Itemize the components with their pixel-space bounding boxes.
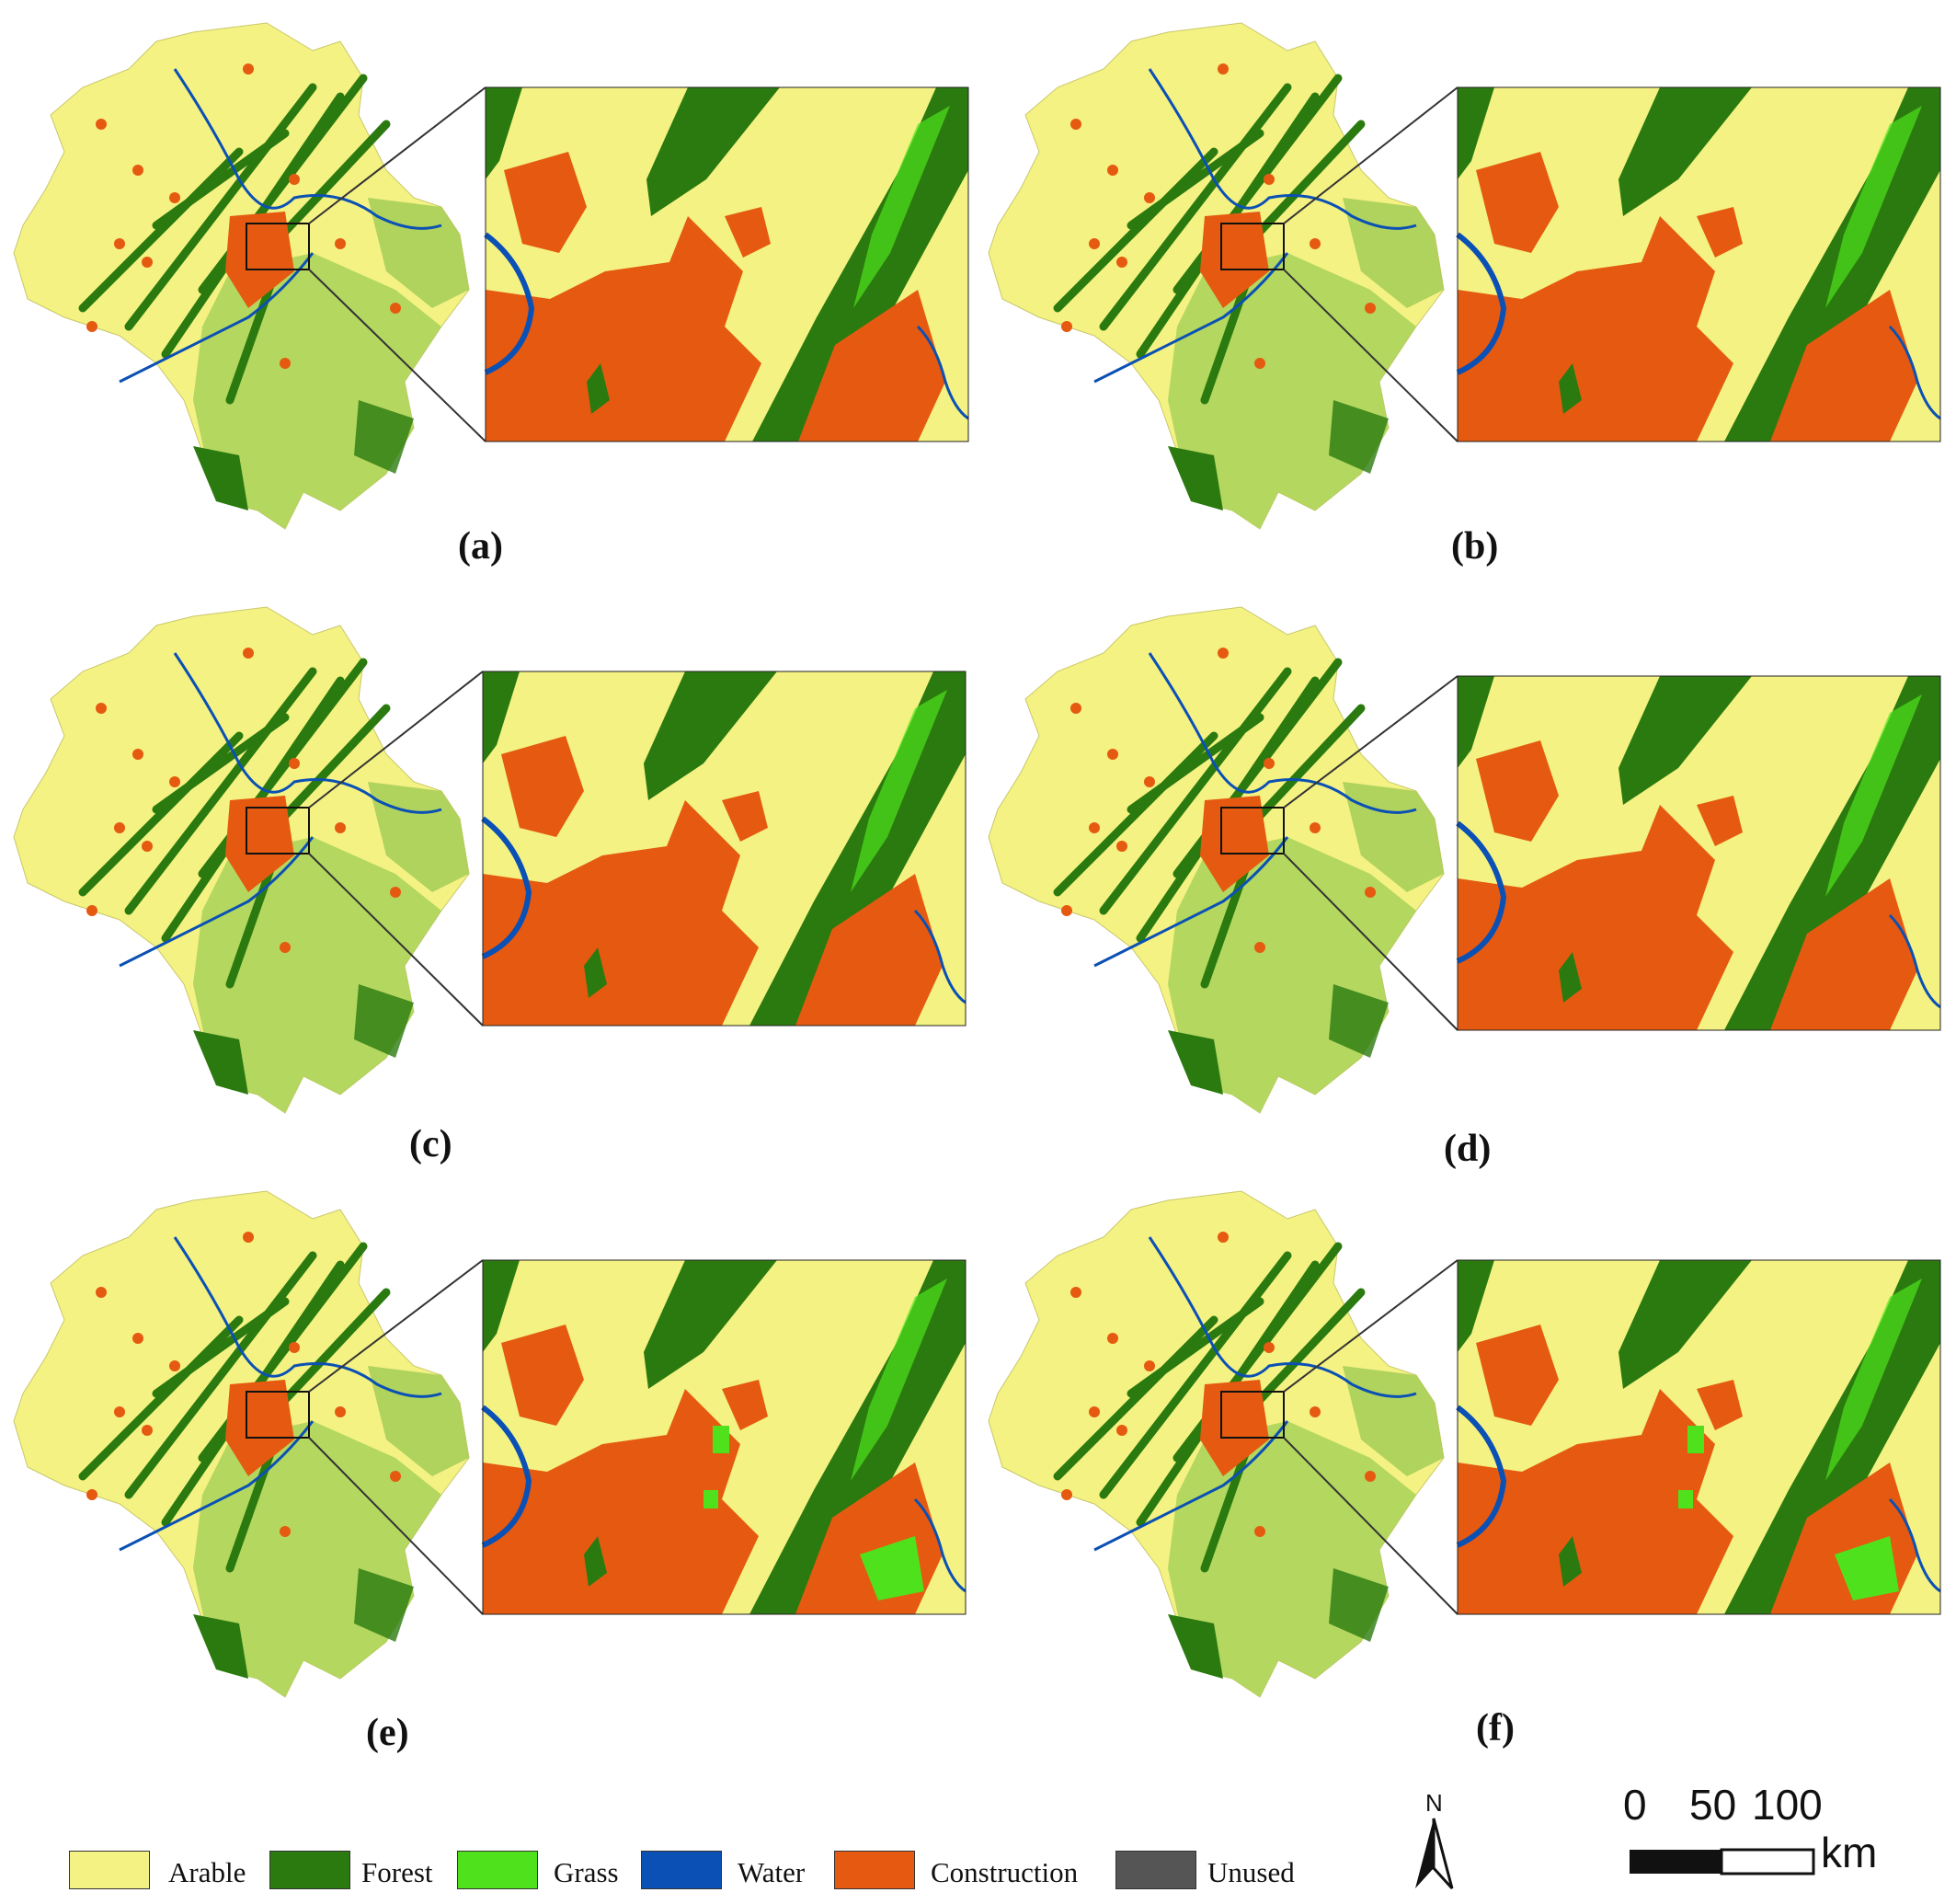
legend-swatch-construction (834, 1851, 915, 1889)
panel-e-label: (e) (366, 1712, 409, 1754)
panel-f-inset-map (1456, 1259, 1941, 1615)
panel-d-label: (d) (1444, 1128, 1492, 1170)
legend-swatch-unused (1115, 1851, 1196, 1889)
panel-b-inset-map (1456, 86, 1941, 442)
north-arrow-letter: N (1425, 1789, 1443, 1817)
north-arrow: N (1412, 1789, 1467, 1890)
legend-swatch-forest (269, 1851, 350, 1889)
north-arrow-icon (1415, 1818, 1454, 1890)
panel-a-inset-map (484, 86, 969, 442)
panel-b-label: (b) (1451, 525, 1499, 568)
legend-label-water: Water (738, 1856, 806, 1888)
scale-tick-50: 50 (1689, 1781, 1737, 1829)
panel-c-inset-map (481, 671, 967, 1027)
scale-bar: 0 50 100 km (1623, 1780, 1927, 1890)
legend-label-forest: Forest (361, 1856, 433, 1888)
scale-bar-graphic (1630, 1848, 1815, 1875)
legend-label-construction: Construction (931, 1856, 1079, 1888)
legend-swatch-arable (69, 1851, 150, 1889)
panel-e-inset-map (481, 1259, 967, 1615)
legend-swatch-grass (457, 1851, 538, 1889)
scale-tick-0: 0 (1623, 1781, 1647, 1829)
legend-label-unused: Unused (1207, 1856, 1295, 1888)
scale-tick-100: 100 (1752, 1781, 1823, 1829)
legend-label-grass: Grass (554, 1856, 619, 1888)
legend-label-arable: Arable (168, 1856, 246, 1888)
legend-swatch-water (641, 1851, 722, 1889)
panel-f-label: (f) (1476, 1707, 1515, 1749)
scale-unit: km (1821, 1829, 1878, 1876)
panel-a-label: (a) (458, 525, 503, 568)
panel-c-label: (c) (409, 1123, 452, 1165)
panel-d-inset-map (1456, 675, 1941, 1031)
